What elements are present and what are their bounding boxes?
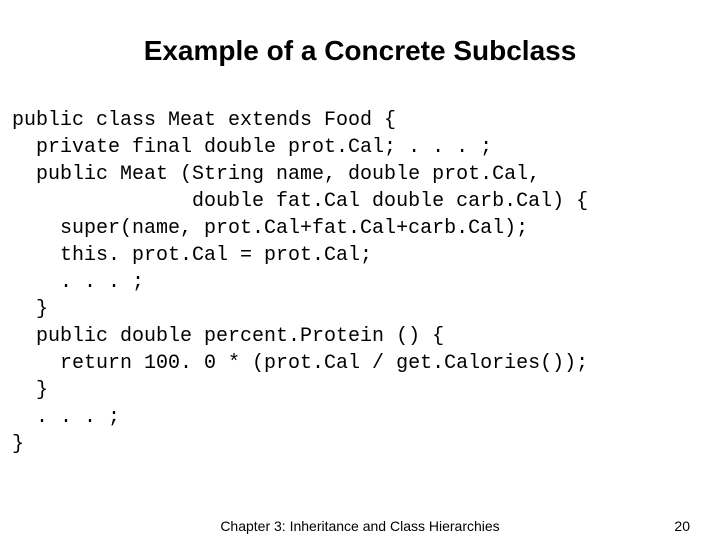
footer-chapter: Chapter 3: Inheritance and Class Hierarc…	[220, 518, 499, 534]
code-line: . . . ;	[12, 406, 120, 429]
code-line: this. prot.Cal = prot.Cal;	[12, 244, 372, 267]
footer-page-number: 20	[674, 518, 690, 534]
slide: Example of a Concrete Subclass public cl…	[0, 0, 720, 540]
code-line: return 100. 0 * (prot.Cal / get.Calories…	[12, 352, 588, 375]
code-line: public Meat (String name, double prot.Ca…	[12, 163, 540, 186]
code-line: . . . ;	[12, 271, 144, 294]
slide-title: Example of a Concrete Subclass	[10, 35, 710, 67]
code-line: }	[12, 298, 48, 321]
code-line: private final double prot.Cal; . . . ;	[12, 136, 492, 159]
code-line: }	[12, 379, 48, 402]
code-block: public class Meat extends Food { private…	[10, 107, 710, 458]
code-line: }	[12, 433, 24, 456]
code-line: public double percent.Protein () {	[12, 325, 444, 348]
code-line: public class Meat extends Food {	[12, 109, 396, 132]
code-line: super(name, prot.Cal+fat.Cal+carb.Cal);	[12, 217, 528, 240]
code-line: double fat.Cal double carb.Cal) {	[12, 190, 588, 213]
